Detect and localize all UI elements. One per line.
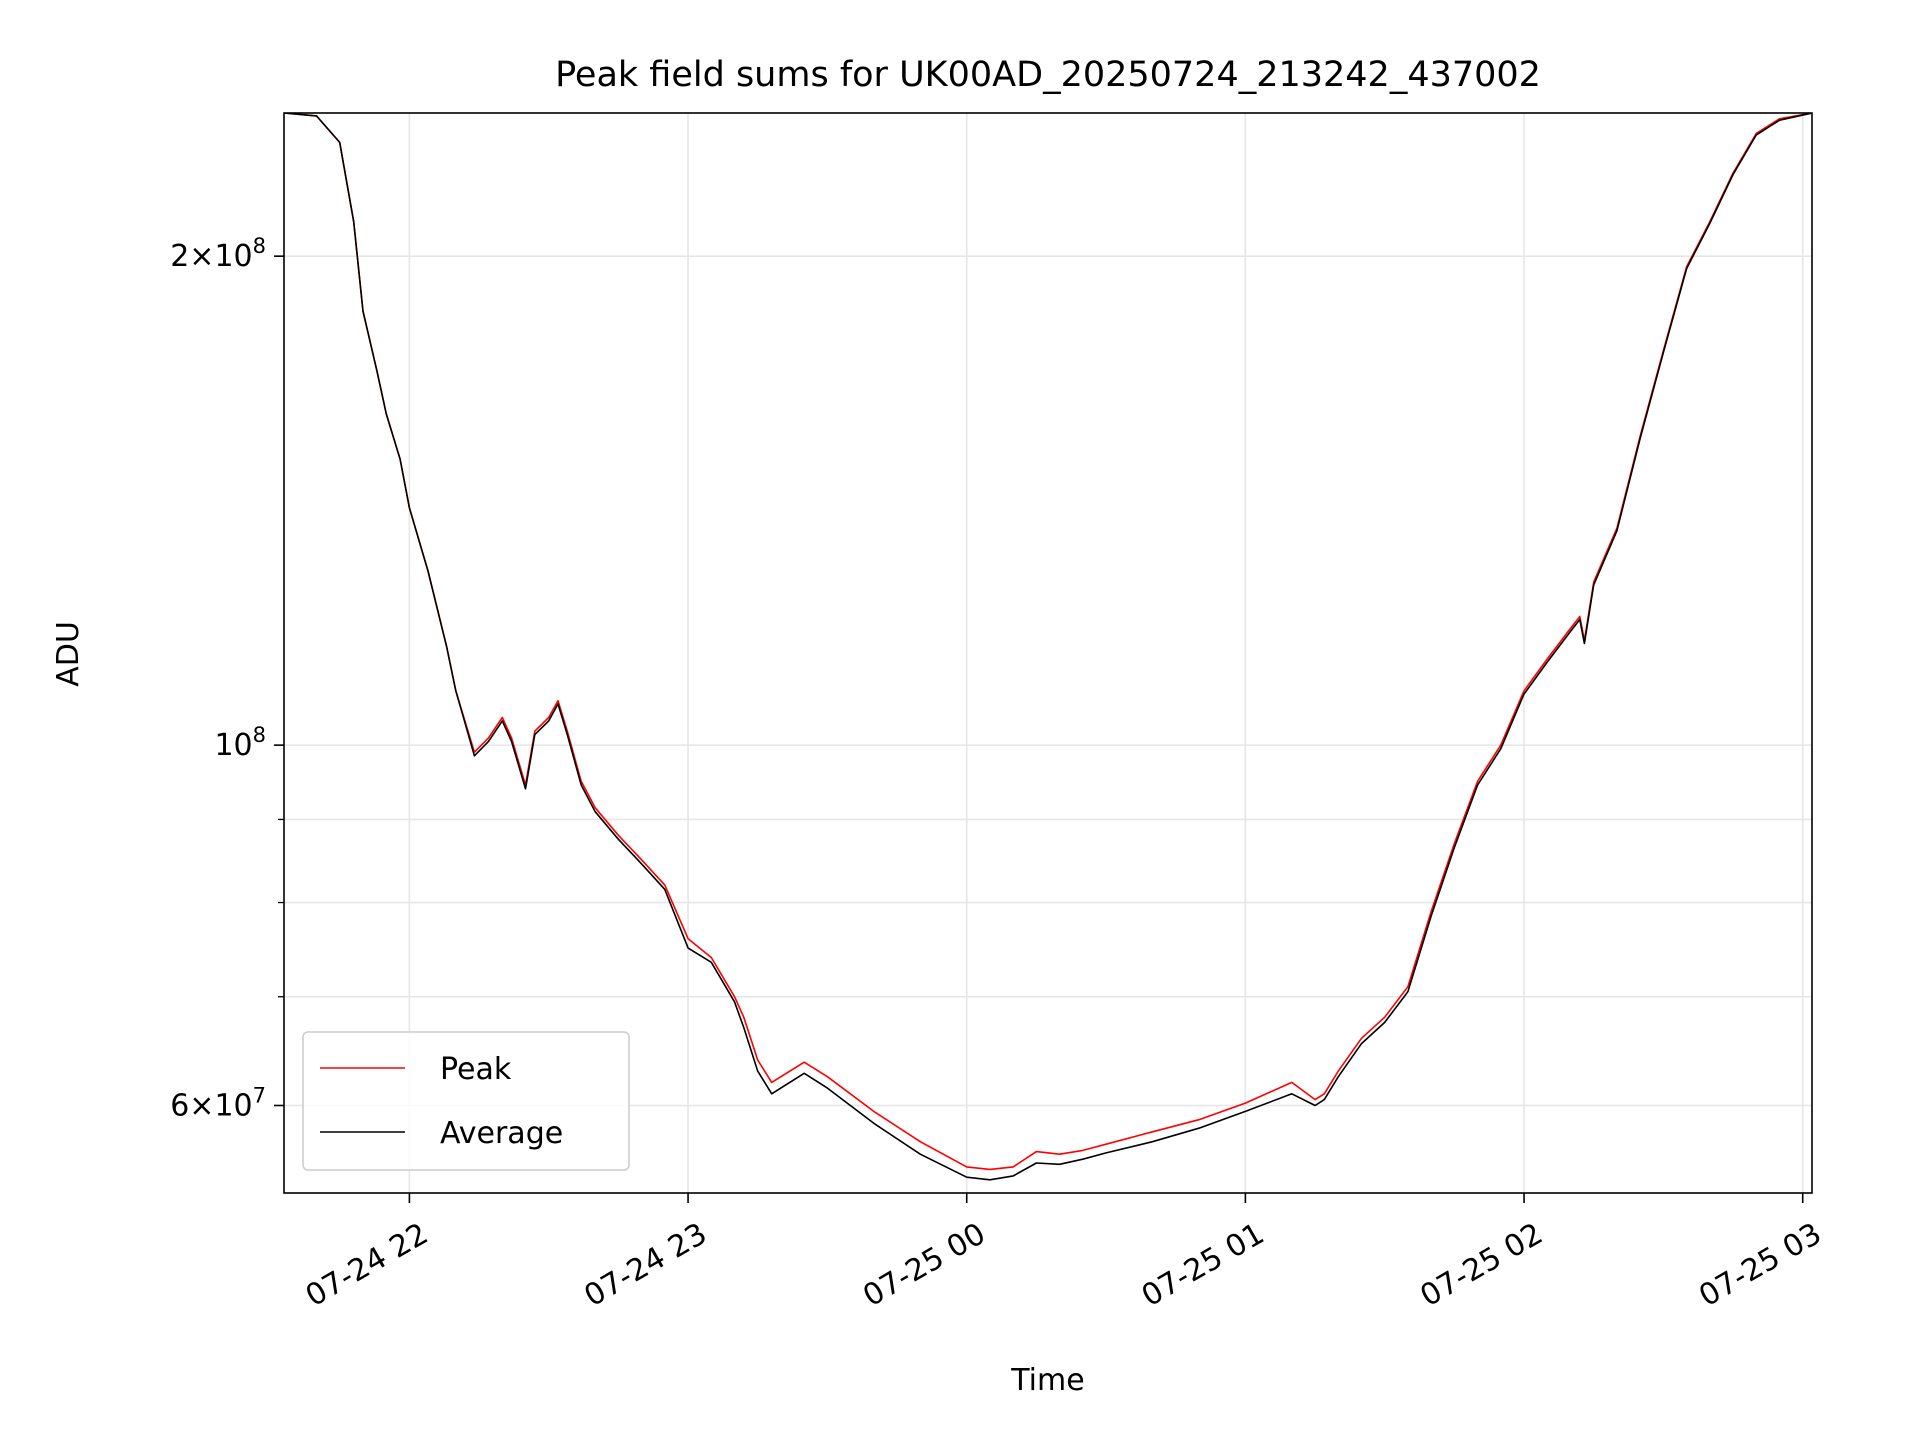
legend-label-average: Average [440,1116,563,1151]
legend-label-peak: Peak [440,1052,512,1087]
y-tick-label: 2×108 [170,234,266,274]
x-axis-label: Time [1010,1363,1084,1398]
chart-title: Peak field sums for UK00AD_20250724_2132… [555,55,1541,95]
legend-box [302,1031,630,1171]
y-tick-label: 6×107 [170,1083,266,1123]
series-layer [284,113,1812,1181]
legend: Peak Average [302,1031,630,1171]
y-tick-label: 108 [214,723,266,763]
series-line-average [284,113,1812,1181]
plot-frame [283,112,1813,1194]
series-line-peak [284,113,1812,1171]
y-axis-label: ADU [51,621,86,687]
